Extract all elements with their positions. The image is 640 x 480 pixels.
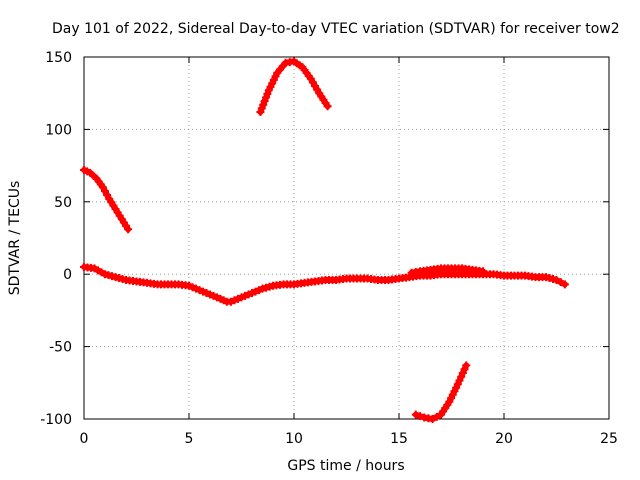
x-tick-label: 0 — [80, 431, 89, 447]
y-axis-title: SDTVAR / TECUs — [7, 181, 23, 296]
chart-title: Day 101 of 2022, Sidereal Day-to-day VTE… — [52, 21, 620, 37]
data-point — [411, 410, 420, 419]
data-point — [124, 225, 133, 234]
y-tick-label: -100 — [40, 412, 72, 428]
y-tick-label: 150 — [45, 50, 72, 66]
y-tick-label: 100 — [45, 122, 72, 138]
series-arc-low — [411, 361, 471, 423]
data-point — [428, 415, 437, 423]
y-tick-label: -50 — [49, 340, 72, 356]
data-point — [323, 102, 332, 111]
axis-ticks — [83, 56, 610, 420]
data-layer — [80, 57, 569, 423]
data-point — [432, 412, 441, 421]
tick-labels: 0 5 10 15 20 25 -100 -50 0 50 100 150 — [40, 50, 618, 447]
x-tick-label: 15 — [390, 431, 408, 447]
y-tick-label: 50 — [54, 195, 72, 211]
series-arc-overlap-high — [407, 264, 487, 277]
data-point — [556, 278, 565, 287]
data-point — [560, 280, 569, 289]
series-arc-main — [80, 262, 569, 306]
x-tick-label: 25 — [600, 431, 618, 447]
data-point — [416, 412, 424, 421]
x-tick-label: 20 — [495, 431, 513, 447]
grid — [84, 57, 609, 419]
data-point — [552, 275, 561, 284]
x-axis-title: GPS time / hours — [287, 458, 404, 474]
x-tick-label: 10 — [285, 431, 303, 447]
series-arc-upper-left — [80, 165, 133, 234]
x-tick-label: 5 — [185, 431, 194, 447]
plot-frame — [83, 56, 610, 420]
data-point — [462, 361, 471, 370]
y-tick-label: 0 — [63, 267, 72, 283]
series-arc-peak — [256, 57, 332, 117]
data-point — [479, 267, 487, 276]
